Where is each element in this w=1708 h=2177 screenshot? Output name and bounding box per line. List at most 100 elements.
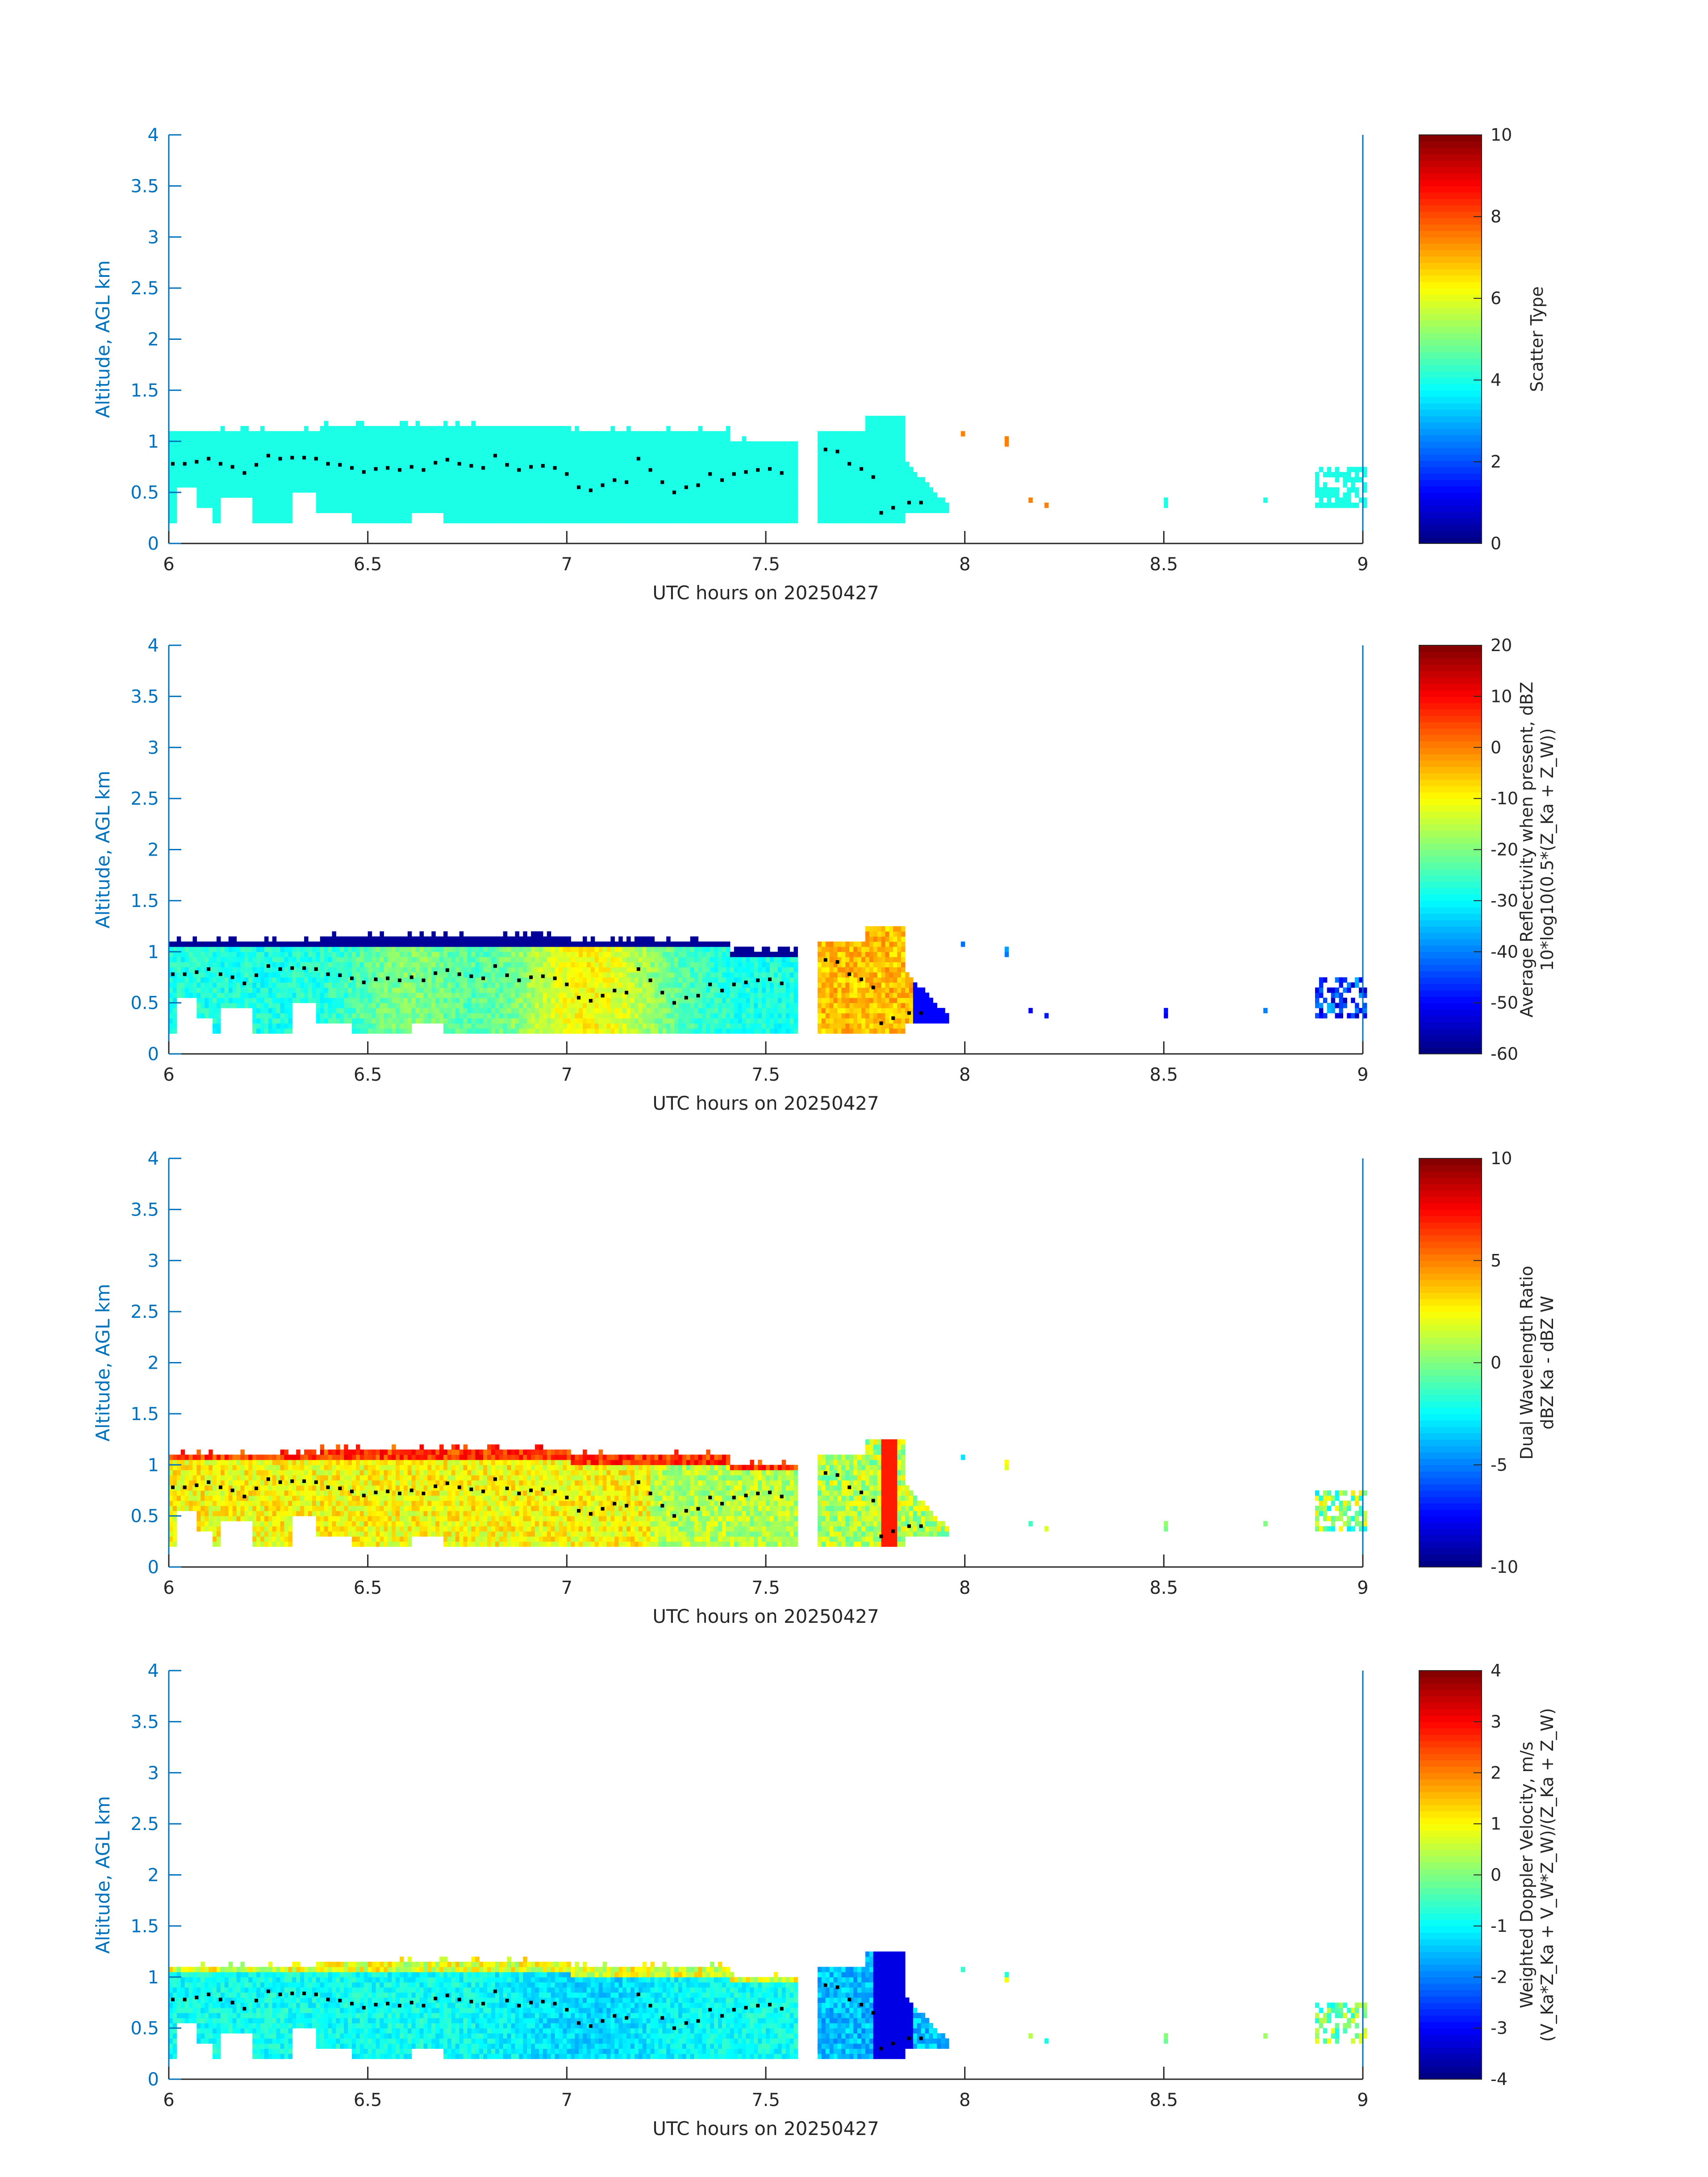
- heatmap-cell: [415, 497, 420, 503]
- heatmap-cell: [499, 1003, 504, 1008]
- heatmap-cell: [567, 456, 571, 462]
- heatmap-cell: [626, 518, 631, 523]
- heatmap-cell: [503, 472, 508, 477]
- colorbar-tick-label: 10: [1491, 125, 1512, 145]
- heatmap-cell: [475, 518, 480, 523]
- heatmap-cell: [252, 977, 257, 983]
- heatmap-cell: [483, 972, 488, 978]
- heatmap-cell: [272, 946, 277, 952]
- heatmap-cell: [380, 992, 384, 998]
- heatmap-cell: [459, 957, 464, 962]
- heatmap-cell: [308, 967, 313, 973]
- heatmap-cell: [403, 467, 408, 472]
- heatmap-cell: [355, 497, 360, 503]
- heatmap-cell: [873, 477, 878, 483]
- heatmap-cell: [471, 962, 476, 968]
- heatmap-cell: [777, 492, 782, 498]
- heatmap-cell: [359, 952, 364, 957]
- heatmap-cell: [575, 472, 579, 477]
- heatmap-cell: [415, 502, 420, 508]
- heatmap-cell: [419, 972, 424, 978]
- cloud-base-point: [314, 457, 318, 461]
- heatmap-cell: [276, 441, 281, 447]
- heatmap-cell: [1319, 497, 1324, 503]
- heatmap-cell: [857, 492, 862, 498]
- heatmap-cell: [781, 446, 786, 452]
- heatmap-cell: [479, 518, 484, 523]
- cloud-base-point: [879, 511, 883, 515]
- heatmap-cell: [507, 946, 512, 952]
- heatmap-cell: [427, 436, 432, 442]
- heatmap-cell: [403, 977, 408, 983]
- heatmap-cell: [272, 1013, 277, 1019]
- heatmap-cell: [507, 441, 512, 447]
- heatmap-cell: [376, 441, 380, 447]
- heatmap-cell: [443, 931, 448, 937]
- heatmap-cell: [662, 518, 667, 523]
- heatmap-cell: [332, 941, 336, 947]
- heatmap-cell: [913, 487, 918, 493]
- heatmap-cell: [372, 936, 376, 942]
- heatmap-cell: [384, 451, 388, 457]
- heatmap-cell: [646, 507, 651, 513]
- heatmap-cell: [216, 477, 221, 483]
- heatmap-cell: [272, 518, 277, 523]
- heatmap-cell: [196, 446, 201, 452]
- colorbar-swatch: [1419, 224, 1482, 231]
- heatmap-cell: [252, 446, 257, 452]
- heatmap-cell: [666, 431, 671, 437]
- heatmap-cell: [483, 1008, 488, 1014]
- heatmap-cell: [781, 518, 786, 523]
- heatmap-cell: [901, 502, 906, 508]
- heatmap-cell: [841, 482, 846, 488]
- heatmap-cell: [344, 957, 348, 962]
- heatmap-cell: [479, 467, 484, 472]
- heatmap-cell: [180, 946, 185, 952]
- heatmap-cell: [423, 497, 428, 503]
- heatmap-cell: [172, 987, 177, 993]
- heatmap-cell: [766, 497, 770, 503]
- heatmap-cell: [188, 456, 193, 462]
- heatmap-cell: [742, 487, 747, 493]
- heatmap-cell: [626, 451, 631, 457]
- heatmap-cell: [367, 436, 372, 442]
- heatmap-cell: [666, 492, 671, 498]
- heatmap-cell: [479, 487, 484, 493]
- heatmap-cell: [654, 451, 659, 457]
- heatmap-cell: [925, 487, 930, 493]
- heatmap-cell: [276, 451, 281, 457]
- heatmap-cell: [355, 451, 360, 457]
- heatmap-cell: [443, 1028, 448, 1034]
- heatmap-cell: [666, 497, 671, 503]
- heatmap-cell: [1323, 487, 1328, 493]
- heatmap-cell: [511, 497, 516, 503]
- colorbar-swatch: [1419, 364, 1482, 372]
- heatmap-cell: [451, 441, 456, 447]
- heatmap-cell: [726, 502, 731, 508]
- heatmap-cell: [399, 436, 404, 442]
- cloud-base-point: [338, 463, 342, 467]
- heatmap-cell: [845, 467, 850, 472]
- heatmap-cell: [837, 507, 842, 513]
- heatmap-cell: [853, 446, 858, 452]
- heatmap-cell: [889, 446, 894, 452]
- heatmap-cell: [702, 462, 706, 468]
- heatmap-cell: [495, 1028, 500, 1034]
- heatmap-cell: [742, 456, 747, 462]
- heatmap-cell: [399, 1018, 404, 1024]
- heatmap-cell: [340, 992, 344, 998]
- heatmap-cell: [169, 967, 173, 973]
- heatmap-cell: [372, 451, 376, 457]
- heatmap-cell: [718, 477, 722, 483]
- heatmap-cell: [929, 497, 933, 503]
- heatmap-cell: [503, 1003, 508, 1008]
- heatmap-cell: [236, 477, 241, 483]
- heatmap-cell: [232, 436, 237, 442]
- heatmap-cell: [694, 472, 699, 477]
- heatmap-cell: [638, 446, 643, 452]
- heatmap-cell: [411, 456, 416, 462]
- heatmap-cell: [355, 426, 360, 431]
- heatmap-cell: [746, 513, 750, 518]
- heatmap-cell: [260, 507, 265, 513]
- heatmap-cell: [355, 1018, 360, 1024]
